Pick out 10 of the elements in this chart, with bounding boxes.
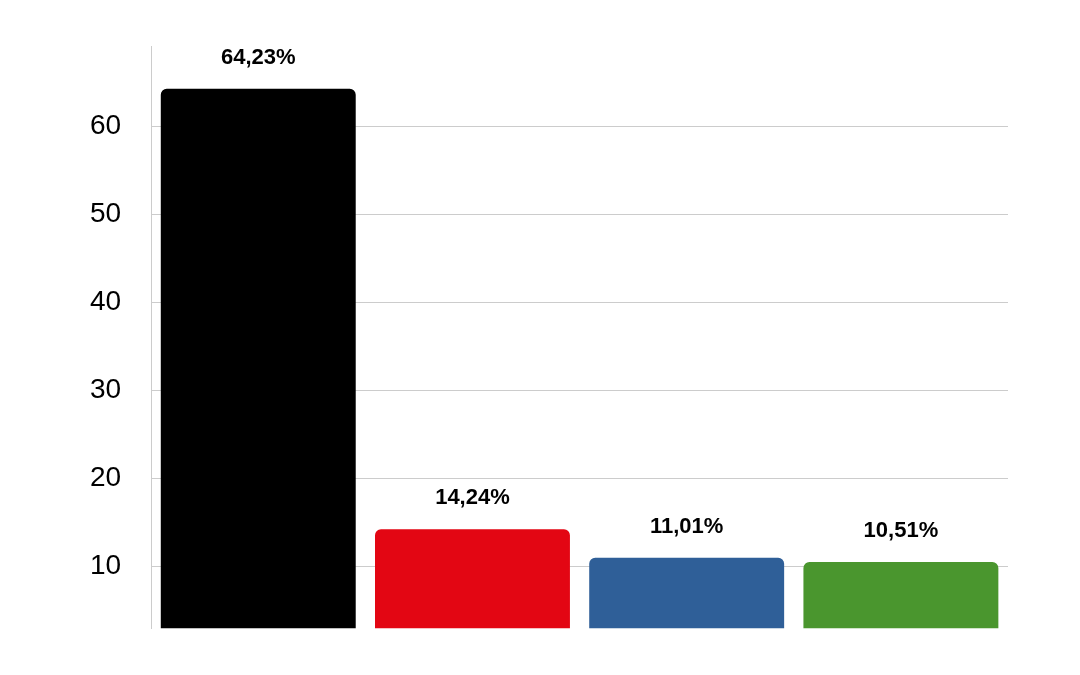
y-tick-label: 40: [89, 284, 122, 316]
y-tick-label: 20: [89, 461, 122, 493]
y-tick-label: 30: [89, 373, 122, 405]
y-tick-label: 10: [89, 549, 122, 581]
data-label: 14,24%: [435, 484, 510, 510]
data-label: 10,51%: [863, 517, 939, 543]
data-label: 64,23%: [220, 43, 296, 69]
y-tick-label: 60: [89, 108, 122, 140]
y-tick-label: 50: [89, 196, 122, 228]
data-label: 11,01%: [649, 512, 724, 538]
